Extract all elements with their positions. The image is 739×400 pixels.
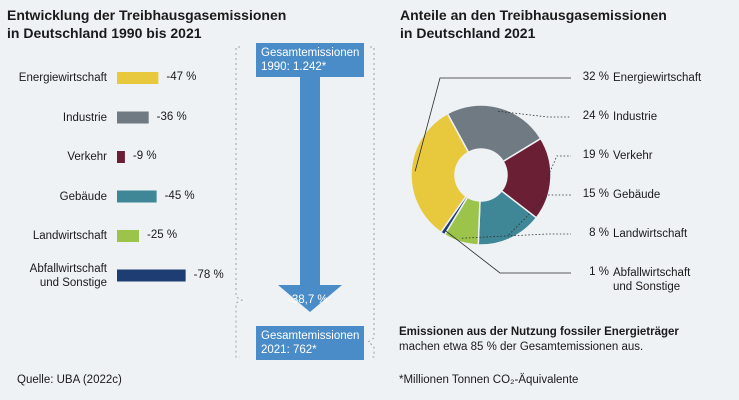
total-2021-label: Gesamtemissionen [261,330,360,342]
bar-0 [117,72,159,84]
right-title-line-1: Anteile an den Treibhausgasemissionen [400,7,667,23]
bar-value-label: -45 % [164,189,195,202]
bar-value-label: -9 % [132,150,157,162]
leader-line [444,229,571,274]
total-2021-value: 2021: 762* [261,344,317,356]
bar-category-line: Verkehr [67,151,107,163]
bar-category-line: und Sonstige [39,276,107,289]
bar-1 [117,111,149,124]
bar-3 [117,190,157,203]
pie-category-label: Verkehr [613,149,653,163]
pie-category-label: Landwirtschaft [613,227,687,241]
donut-slice-1 [446,104,542,163]
bar-category-label: Landwirtschaft [0,229,107,243]
bar-category-label: Industrie [0,111,107,125]
bar-category-line: Landwirtschaft [32,230,107,242]
bar-value-label: -36 % [156,110,187,123]
pie-value-label: 8 % [589,227,609,239]
donut-slice-5 [439,195,469,236]
pie-category-line: Verkehr [613,150,653,162]
pie-category-line: Abfallwirtschaft [613,267,691,279]
reduction-arrow [278,77,342,312]
total-1990-value: 1990: 1.242* [261,61,327,73]
leader-line [461,233,571,239]
pie-category-label: Gebäude [613,188,660,202]
bar-category-line: Energiewirtschaft [18,72,107,84]
bar-category-line: Gebäude [59,190,107,203]
pie-value-label: 32 % [582,71,609,83]
left-chart-title: Entwicklung der Treibhausgasemissionen i… [7,6,286,42]
bar-value-label: -78 % [193,268,224,281]
bar-value-label: -25 % [147,229,178,241]
right-bracket [367,46,375,358]
donut-slice-0 [410,112,470,234]
leader-line [498,110,571,118]
pie-value-label: 1 % [589,266,609,278]
pie-category-line: und Sonstige [613,281,681,293]
pie-value-label: 24 % [582,110,609,122]
footnote-text: machen etwa 85 % der Gesamtemissionen au… [399,341,644,353]
left-title-line-2: in Deutschland 1990 bis 2021 [7,25,202,41]
donut-slice-2 [500,137,552,219]
left-bracket [235,46,244,358]
footnote-bold: Emissionen aus der Nutzung fossiler Ener… [399,326,679,338]
pie-category-label: Industrie [613,110,657,124]
bar-5 [117,269,186,282]
pie-category-label: Abfallwirtschaft und Sonstige [613,266,690,294]
bar-category-label: Energiewirtschaft [0,71,107,85]
pie-category-line: Industrie [613,111,658,123]
bar-2 [117,151,125,163]
leader-line [546,155,571,179]
left-title-line-1: Entwicklung der Treibhausgasemissionen [7,7,287,23]
total-2021-box: Gesamtemissionen 2021: 762* [256,326,365,360]
bar-category-line: Industrie [62,111,107,124]
bar-value-label: -47 % [166,71,197,83]
bar-category-label: Abfallwirtschaft und Sonstige [0,262,107,290]
bar-category-label: Verkehr [0,150,107,164]
bar-4 [117,230,139,242]
bar-category-label: Gebäude [0,190,107,204]
pie-category-line: Landwirtschaft [613,228,688,240]
source-note: Quelle: UBA (2022c) [17,374,122,386]
pie-category-line: Gebäude [613,189,661,201]
pie-category-line: Energiewirtschaft [613,72,702,84]
bar-category-line: Abfallwirtschaft [29,262,107,275]
pie-category-label: Energiewirtschaft [613,71,701,85]
leader-line [508,194,571,236]
change-label: -38,7 % [288,294,328,306]
leader-line [414,77,571,172]
right-chart-title: Anteile an den Treibhausgasemissionen in… [400,6,667,42]
pie-value-label: 19 % [582,149,609,161]
pie-value-label: 15 % [582,188,609,200]
total-1990-label: Gesamtemissionen [261,47,360,59]
total-1990-box: Gesamtemissionen 1990: 1.242* [256,43,365,77]
unit-note: *Millionen Tonnen CO₂-Äquivalente [399,374,579,386]
right-title-line-2: in Deutschland 2021 [400,25,536,41]
